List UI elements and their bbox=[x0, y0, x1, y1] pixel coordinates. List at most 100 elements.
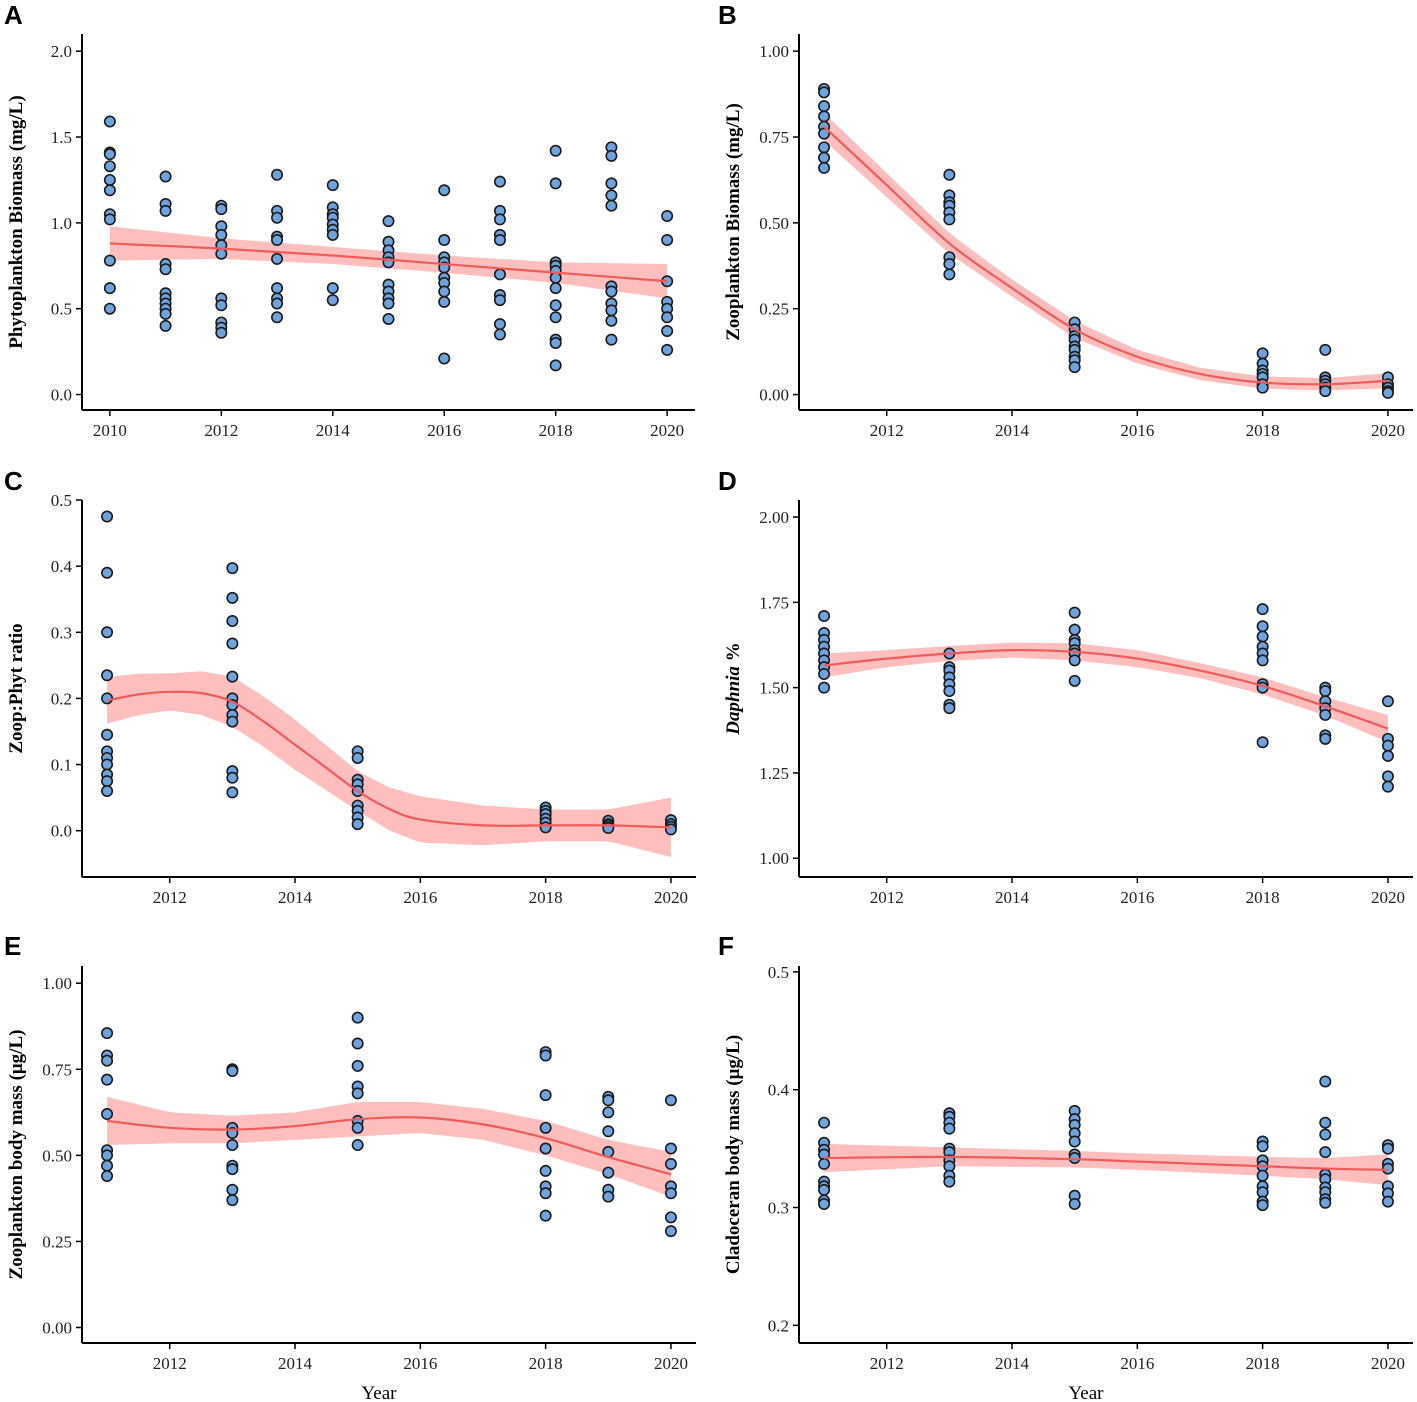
y-tick-label: 1.75 bbox=[759, 593, 789, 612]
data-point bbox=[226, 1139, 239, 1152]
data-point bbox=[101, 566, 114, 579]
data-point bbox=[818, 161, 831, 174]
data-point bbox=[101, 1054, 114, 1067]
y-tick-label: 2.0 bbox=[51, 42, 72, 61]
data-point bbox=[605, 304, 618, 317]
data-point bbox=[549, 311, 562, 324]
data-point bbox=[1381, 1162, 1394, 1175]
data-point bbox=[818, 127, 831, 140]
panel-letter-d: D bbox=[718, 466, 737, 496]
fit-line bbox=[109, 242, 668, 283]
data-point bbox=[602, 1094, 615, 1107]
x-tick-label: 2018 bbox=[1246, 421, 1280, 440]
data-point bbox=[1319, 1075, 1332, 1088]
y-tick-label: 1.00 bbox=[42, 974, 72, 993]
data-point bbox=[1256, 381, 1269, 394]
data-point bbox=[818, 1183, 831, 1196]
x-tick-label: 2014 bbox=[316, 421, 351, 440]
data-point bbox=[271, 211, 284, 224]
y-tick-label: 2.00 bbox=[759, 508, 789, 527]
data-point bbox=[215, 203, 228, 216]
data-point bbox=[326, 179, 339, 192]
x-axis-title: Year bbox=[361, 1383, 397, 1402]
y-tick-label: 0.25 bbox=[42, 1232, 72, 1251]
data-point bbox=[539, 1089, 552, 1102]
data-point bbox=[1381, 695, 1394, 708]
data-point bbox=[1068, 1197, 1081, 1210]
y-tick-label: 1.00 bbox=[759, 849, 789, 868]
data-point bbox=[664, 1157, 677, 1170]
data-point bbox=[1256, 603, 1269, 616]
data-point bbox=[602, 1106, 615, 1119]
data-point bbox=[539, 821, 552, 834]
data-point bbox=[226, 715, 239, 728]
data-point bbox=[818, 667, 831, 680]
y-axis-title: Daphnia % bbox=[723, 642, 744, 735]
data-point bbox=[215, 228, 228, 241]
data-point bbox=[101, 1170, 114, 1183]
data-point bbox=[1319, 708, 1332, 721]
panel-letter-e: E bbox=[4, 931, 21, 961]
confidence-band bbox=[107, 671, 671, 858]
data-point bbox=[103, 173, 116, 186]
confidence-band bbox=[824, 642, 1388, 743]
data-point bbox=[215, 247, 228, 260]
data-point bbox=[602, 1166, 615, 1179]
panel-f: F 0.2 0.3 0.4 0.5 2012 2014 2016 2018 2020 Cladoce… bbox=[718, 931, 1413, 1402]
data-point bbox=[226, 1065, 239, 1078]
data-point bbox=[539, 1142, 552, 1155]
x-tick-label: 2018 bbox=[1246, 1354, 1280, 1373]
panel-letter-b: B bbox=[718, 0, 737, 30]
data-point bbox=[226, 670, 239, 683]
x-tick-label: 2016 bbox=[1120, 421, 1154, 440]
fit-line bbox=[106, 1116, 672, 1176]
data-point bbox=[943, 1122, 956, 1135]
data-point bbox=[271, 168, 284, 181]
panel-letter-a: A bbox=[4, 0, 23, 30]
data-point bbox=[493, 268, 506, 281]
data-point bbox=[103, 184, 116, 197]
data-point bbox=[1381, 386, 1394, 399]
data-point bbox=[539, 1209, 552, 1222]
data-point bbox=[101, 669, 114, 682]
confidence-band bbox=[824, 112, 1388, 391]
data-point bbox=[549, 282, 562, 295]
data-point bbox=[159, 170, 172, 183]
data-point bbox=[818, 1157, 831, 1170]
data-point bbox=[226, 562, 239, 575]
data-point bbox=[226, 637, 239, 650]
data-point bbox=[101, 785, 114, 798]
y-tick-label: 0.75 bbox=[42, 1060, 72, 1079]
x-axis-title: Year bbox=[1068, 1383, 1104, 1402]
data-point bbox=[1068, 654, 1081, 667]
data-point bbox=[1319, 732, 1332, 745]
data-point bbox=[1256, 1169, 1269, 1182]
x-tick-label: 2014 bbox=[278, 1354, 313, 1373]
x-tick-label: 2016 bbox=[427, 421, 461, 440]
data-point bbox=[438, 234, 451, 247]
data-point bbox=[539, 1049, 552, 1062]
data-point bbox=[1319, 343, 1332, 356]
panel-a: A 0.0 0.5 1.0 1.5 2.0 2010 2012 2014 2016 2018 2020… bbox=[4, 0, 695, 440]
data-point bbox=[226, 1194, 239, 1207]
data-point bbox=[326, 282, 339, 295]
data-point bbox=[602, 1125, 615, 1138]
x-tick-label: 2014 bbox=[995, 421, 1030, 440]
x-tick-label: 2010 bbox=[93, 421, 127, 440]
data-point bbox=[103, 213, 116, 226]
y-tick-label: 0.75 bbox=[759, 128, 789, 147]
data-point bbox=[1319, 685, 1332, 698]
data-point bbox=[943, 702, 956, 715]
data-point bbox=[539, 1164, 552, 1177]
y-axis-title: Zooplankton body mass (μg/L) bbox=[6, 1030, 27, 1280]
data-point bbox=[101, 1027, 114, 1040]
data-point bbox=[1068, 361, 1081, 374]
x-tick-label: 2016 bbox=[1120, 888, 1154, 907]
data-point bbox=[539, 1187, 552, 1200]
panel-b: B 0.00 0.25 0.50 0.75 1.00 2012 2014 2016 2018 202… bbox=[718, 0, 1413, 440]
data-point bbox=[493, 318, 506, 331]
data-point bbox=[382, 297, 395, 310]
data-point bbox=[549, 337, 562, 350]
y-axis-title: Zooplankton Biomass (mg/L) bbox=[723, 103, 744, 341]
